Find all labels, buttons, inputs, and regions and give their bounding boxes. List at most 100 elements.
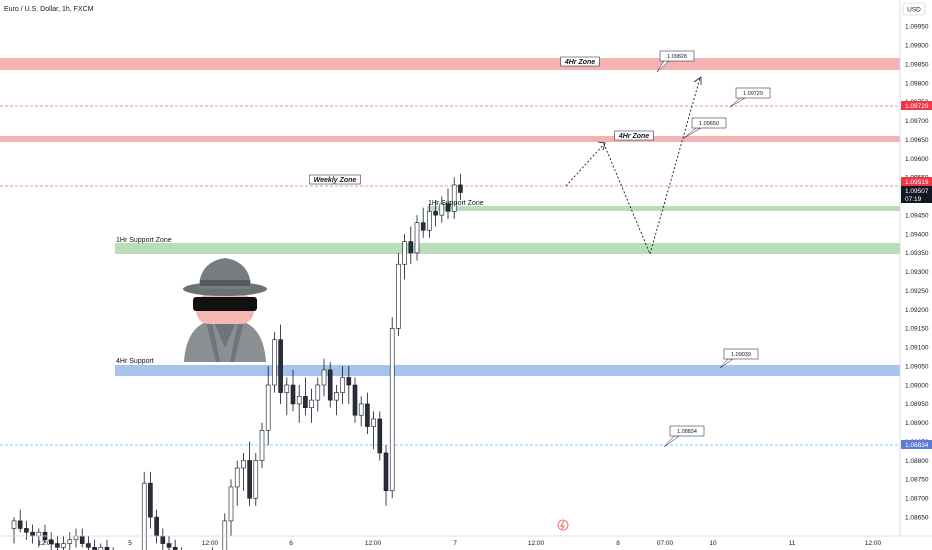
time-tick-label: 10	[709, 540, 717, 547]
candle-bull	[296, 396, 302, 405]
price-tag	[901, 177, 932, 186]
zone-4hr-support-band	[115, 365, 900, 376]
callout-box	[659, 50, 695, 62]
replay-icon-bolt[interactable]	[560, 520, 565, 530]
candle-bull	[61, 543, 66, 548]
callout-value: 1.08834	[677, 429, 697, 435]
candle-bull	[315, 384, 321, 401]
candle-bear	[278, 339, 283, 393]
candle-bull	[439, 203, 445, 216]
callout-value: 1.09828	[667, 54, 687, 60]
candle-bear	[303, 396, 308, 408]
price-tick-label: 1.09000	[905, 382, 929, 389]
price-tick-label: 1.09450	[905, 212, 929, 219]
time-tick-label: 12:00	[365, 540, 382, 547]
candle-bull	[358, 403, 364, 416]
price-tag-value: 1.09507	[905, 188, 929, 195]
candle-bear	[433, 211, 438, 216]
callout-box	[723, 348, 759, 360]
price-tick-label: 1.08750	[905, 477, 929, 484]
time-tick-label: 12:00	[38, 540, 55, 547]
price-tick-label: 1.09350	[905, 250, 929, 257]
candle-bear	[346, 377, 352, 386]
candle-bear	[290, 384, 296, 405]
zone-label: 1Hr Support Zone	[428, 200, 484, 207]
candle-bull	[272, 339, 277, 386]
annotations-layer: 4Hr Zone 4Hr Zone Weekly Zone 1Hr Support Z…	[116, 50, 771, 448]
time-tick-label: 7	[453, 540, 457, 547]
price-tick-label: 1.09400	[905, 231, 929, 238]
time-tick-label: 6	[289, 540, 293, 547]
candle-bull	[321, 369, 327, 386]
candle-bear	[172, 547, 178, 550]
callout-box	[669, 425, 705, 437]
callout-value: 1.09650	[699, 121, 719, 127]
candle-bear	[377, 418, 383, 454]
zone-label-box	[614, 130, 654, 141]
candle-bear	[154, 516, 159, 537]
candle-bear	[458, 184, 463, 193]
time-tick-label: 5	[128, 540, 132, 547]
spy-hat-band	[200, 280, 250, 286]
price-tick-label: 1.09950	[905, 24, 929, 31]
candle-bull	[414, 222, 420, 254]
price-tick-label: 1.09600	[905, 156, 929, 163]
price-tick-label: 1.09900	[905, 43, 929, 50]
time-tick-label: 12:00	[528, 540, 545, 547]
candle-bull	[340, 377, 345, 393]
time-scale[interactable]: 12:00 5 12:00 6 12:00 7 12:00 8 07:00 10 11 12:00	[38, 540, 882, 547]
zone-label: 4Hr Zone	[564, 59, 595, 66]
candle-bear	[17, 520, 23, 529]
candle-bull	[36, 531, 42, 537]
price-tick-label: 1.08800	[905, 458, 929, 465]
price-scale[interactable]: 1.099501.099001.098501.098001.097501.097…	[901, 24, 932, 522]
candle-bear	[79, 535, 85, 544]
zone-1hr-support-upper-band	[427, 206, 900, 211]
candle-bear	[86, 543, 91, 548]
price-tag-value: 1.09729	[905, 103, 929, 110]
callout-value: 1.09039	[731, 352, 751, 358]
candle-bull	[73, 535, 79, 541]
candle-bear	[365, 403, 370, 427]
spy-coat-fold-left	[206, 322, 220, 362]
callout-box	[735, 87, 771, 99]
candle-bull	[334, 392, 339, 401]
price-tick-label: 1.09200	[905, 307, 929, 314]
time-tick-label: 12:00	[202, 540, 219, 547]
candle-bull	[427, 211, 432, 231]
replay-icon[interactable]	[557, 519, 569, 531]
time-tick-label: 07:00	[657, 540, 674, 547]
price-tag-value: 1.09519	[905, 179, 929, 186]
zone-label: Weekly Zone	[314, 177, 357, 184]
candle-bear	[408, 241, 414, 254]
candle-bull	[234, 467, 240, 488]
price-tick-label: 1.09650	[905, 137, 929, 144]
price-tag	[901, 194, 932, 203]
candle-bull	[222, 520, 228, 550]
candle-bear	[148, 482, 153, 518]
zone-4hr-upper-band	[0, 58, 900, 70]
candle-bull	[265, 384, 271, 431]
price-tag-value: 07:19	[905, 196, 922, 203]
candle-bull	[98, 547, 104, 550]
price-tick-label: 1.09100	[905, 345, 929, 352]
projection-path	[565, 77, 701, 256]
candle-bear	[327, 369, 333, 401]
currency-button-frame[interactable]	[902, 2, 926, 16]
candle-bear	[30, 531, 35, 537]
price-tag	[901, 440, 932, 449]
candle-bear	[352, 384, 358, 416]
time-tick-label: 8	[616, 540, 620, 547]
candle-bear	[383, 452, 389, 492]
candle-bear	[55, 543, 60, 548]
currency-button[interactable]: USD	[902, 2, 926, 16]
price-tick-label: 1.08900	[905, 420, 929, 427]
replay-icon-ring[interactable]	[557, 519, 569, 531]
price-tick-label: 1.08700	[905, 496, 929, 503]
price-tag	[901, 186, 932, 195]
price-tick-label: 1.09300	[905, 269, 929, 276]
currency-button-label[interactable]: USD	[907, 7, 921, 14]
candle-bull	[309, 399, 314, 408]
